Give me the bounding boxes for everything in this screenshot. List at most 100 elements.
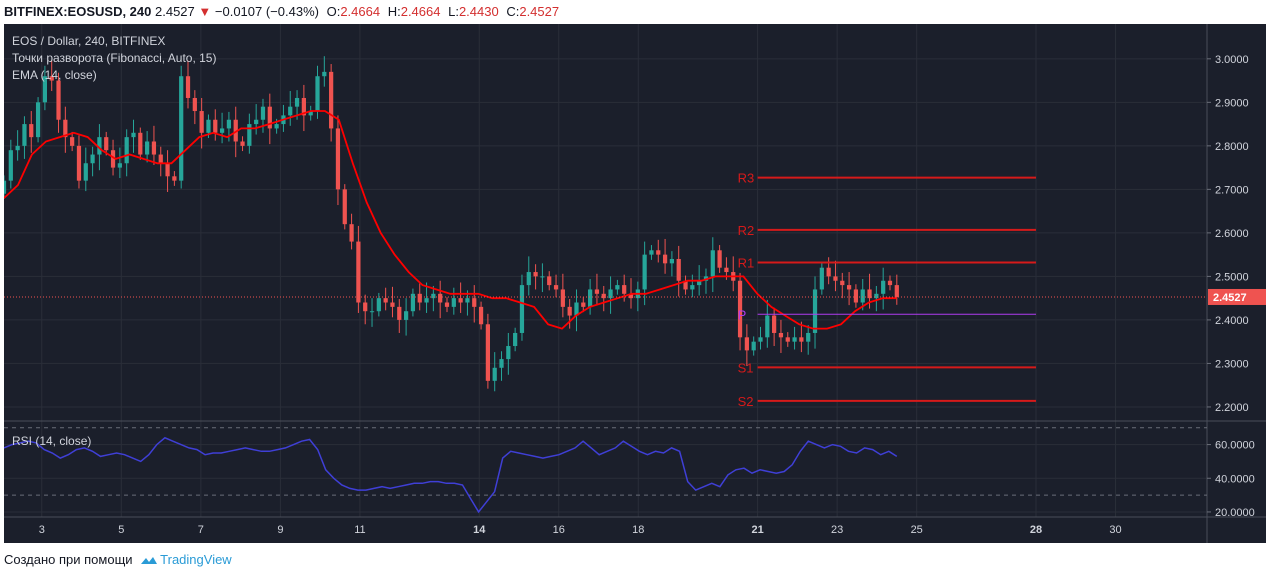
candle-body — [104, 137, 109, 151]
low-label: L: — [448, 4, 459, 19]
candle-body — [853, 289, 859, 303]
candle-body — [315, 76, 320, 112]
ema-line — [4, 110, 897, 330]
candle-body — [772, 315, 777, 333]
candle-body — [717, 250, 722, 268]
candle-body — [247, 124, 252, 146]
price-axis-label: 2.7000 — [1215, 184, 1249, 196]
open-value: 2.4664 — [340, 4, 381, 19]
candle-body — [581, 302, 586, 307]
candle-body — [329, 71, 334, 129]
high-label: H: — [387, 4, 401, 19]
candle-body — [778, 332, 784, 338]
candle-body — [894, 285, 899, 297]
candle-body — [294, 97, 300, 107]
candle-body — [724, 267, 729, 273]
candle-body — [63, 119, 68, 138]
candle-body — [846, 285, 852, 290]
pivot-label-p: P — [738, 307, 747, 322]
candle-body — [628, 293, 634, 299]
footer-prefix: Создано при помощи — [4, 552, 133, 567]
candle-body — [874, 293, 879, 299]
candle-body — [97, 137, 102, 155]
price-axis-label: 2.9000 — [1215, 97, 1249, 109]
candle-body — [308, 111, 313, 116]
candle-body — [179, 76, 184, 181]
candle-body — [567, 306, 572, 316]
price-axis-label: 2.5000 — [1215, 271, 1249, 283]
candle-body — [676, 258, 681, 281]
time-axis-label: 21 — [751, 524, 763, 536]
candle-body — [274, 124, 279, 129]
last-price-tag — [1208, 288, 1266, 305]
time-axis-label: 7 — [198, 524, 204, 536]
price-axis-label: 2.2000 — [1215, 402, 1249, 414]
candle-body — [860, 289, 865, 303]
candle-body — [15, 145, 20, 151]
candle-body — [172, 176, 177, 181]
candle-body — [519, 285, 525, 333]
rsi-axis-label: 20.0000 — [1215, 507, 1255, 519]
candle-body — [444, 302, 450, 307]
candle-body — [226, 119, 232, 129]
candle-body — [574, 302, 579, 316]
candle-body — [669, 258, 675, 264]
candle-body — [615, 285, 620, 290]
candle-body — [744, 337, 749, 351]
candle-body — [124, 137, 129, 164]
candle-body — [833, 276, 838, 281]
candle-body — [240, 141, 245, 146]
close-label: C: — [506, 4, 520, 19]
candle-body — [622, 285, 627, 294]
candle-body — [458, 298, 463, 303]
candle-body — [301, 97, 306, 116]
candle-body — [758, 337, 763, 342]
candle-body — [485, 324, 490, 381]
price-axis-label: 2.3000 — [1215, 358, 1249, 370]
time-axis-label: 3 — [39, 524, 45, 536]
candle-body — [76, 145, 82, 181]
candle-body — [56, 80, 61, 120]
time-axis-label: 25 — [911, 524, 923, 536]
candle-body — [560, 289, 565, 307]
candle-body — [233, 119, 238, 142]
time-axis-label: 5 — [118, 524, 124, 536]
pivot-label-s1: S1 — [738, 360, 754, 375]
pivot-label-r3: R3 — [738, 171, 755, 186]
chart-area[interactable]: R3 R2 R1 P S1 S2 2.4527 3.0000 2.9000 2.8000 2.700… — [4, 24, 1266, 543]
candle-body — [547, 276, 552, 286]
time-axis-label: 9 — [277, 524, 283, 536]
candle-body — [662, 254, 668, 264]
candle-body — [737, 280, 743, 338]
candle-body — [403, 311, 409, 320]
candle-body — [451, 298, 456, 307]
candle-body — [683, 280, 688, 290]
tradingview-logo-icon — [141, 556, 158, 564]
candle-body — [110, 150, 116, 168]
candle-body — [397, 306, 402, 320]
footer: Создано при помощи TradingView — [4, 549, 232, 571]
candle-body — [410, 293, 416, 312]
candle-body — [199, 111, 204, 133]
time-axis-label: 18 — [632, 524, 644, 536]
footer-brand[interactable]: TradingView — [160, 552, 232, 567]
symbol-header: BITFINEX:EOSUSD, 240 2.4527 ▼ −0.0107 (−… — [4, 2, 559, 22]
candle-body — [424, 298, 429, 303]
candle-body — [601, 293, 606, 299]
candle-body — [799, 337, 804, 342]
candle-body — [254, 119, 259, 125]
candle-body — [335, 128, 341, 190]
chart-svg[interactable]: R3 R2 R1 P S1 S2 2.4527 3.0000 2.9000 2.8000 2.700… — [4, 24, 1266, 543]
candle-body — [594, 289, 600, 294]
close-value: 2.4527 — [519, 4, 560, 19]
candle-body — [465, 298, 470, 303]
candle-body — [867, 289, 872, 299]
candle-body — [812, 289, 818, 333]
candle-body — [29, 124, 34, 138]
candle-body — [8, 150, 13, 181]
price-axis-label: 2.4000 — [1215, 315, 1249, 327]
last-price: 2.4527 — [155, 4, 195, 19]
candle-body — [526, 272, 531, 286]
candle-body — [49, 76, 54, 81]
candle-body — [697, 280, 702, 286]
